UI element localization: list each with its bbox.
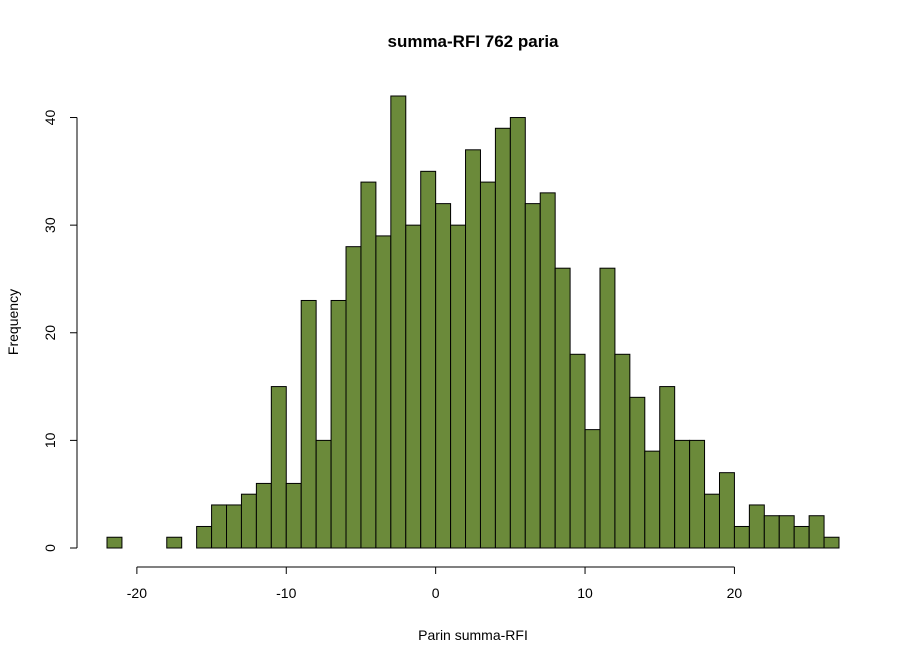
histogram-bar — [106, 536, 123, 549]
x-tick-label: 0 — [432, 585, 440, 601]
histogram-bar — [315, 439, 332, 549]
histogram-bar — [196, 525, 213, 549]
histogram-bar — [644, 450, 661, 549]
histogram-bar — [509, 117, 526, 549]
histogram-bar — [629, 396, 646, 549]
x-tick-label: 20 — [727, 585, 743, 601]
y-tick-label: 20 — [42, 325, 58, 341]
histogram-bar — [689, 439, 706, 549]
histogram-bar — [465, 149, 481, 549]
y-axis: 0 10 20 30 40 — [42, 110, 78, 552]
histogram-bar — [211, 504, 228, 549]
histogram-bar — [420, 170, 437, 549]
histogram-bar — [793, 525, 810, 549]
histogram-bar — [674, 439, 691, 549]
histogram-bar — [375, 235, 392, 549]
histogram-bar — [479, 181, 496, 549]
histogram-bar — [360, 181, 377, 549]
histogram-bar — [345, 246, 362, 549]
histogram-bar — [300, 299, 317, 549]
y-tick-label: 30 — [42, 217, 58, 233]
y-tick-label: 10 — [42, 432, 58, 448]
histogram-bar — [584, 429, 601, 549]
x-axis: -20 -10 0 10 20 — [127, 566, 743, 601]
histogram-bar — [718, 472, 735, 549]
x-tick-label: -20 — [127, 585, 147, 601]
y-tick-label: 0 — [42, 544, 58, 552]
histogram-bar — [450, 224, 467, 549]
histogram-bar — [778, 515, 795, 549]
y-tick-label: 40 — [42, 110, 58, 126]
histogram-bar — [823, 536, 840, 549]
histogram-bar — [569, 353, 586, 549]
histogram-bar — [226, 504, 242, 549]
histogram-bar — [494, 127, 511, 549]
histogram-bar — [240, 493, 257, 549]
histogram-bar — [524, 203, 541, 549]
histogram-bar — [659, 386, 676, 549]
histogram-bar — [435, 203, 452, 549]
histogram-bar — [554, 267, 571, 549]
histogram-bar — [733, 525, 750, 549]
histogram-bar — [270, 386, 287, 549]
histogram-bar — [599, 267, 616, 549]
x-tick-label: 10 — [577, 585, 593, 601]
histogram-bar — [614, 353, 631, 549]
chart-title: summa-RFI 762 paria — [387, 32, 559, 51]
y-axis-label: Frequency — [5, 289, 21, 355]
bars-group — [106, 95, 840, 549]
histogram-bar — [704, 493, 720, 549]
histogram-bar — [390, 95, 407, 549]
histogram-bar — [763, 515, 780, 549]
histogram-bar — [748, 504, 765, 549]
histogram-bar — [808, 515, 825, 549]
histogram-bar — [285, 482, 302, 549]
histogram-bar — [405, 224, 422, 549]
histogram-bar — [255, 482, 272, 549]
histogram-bar — [166, 536, 183, 549]
histogram-bar — [330, 299, 347, 549]
histogram-bar — [539, 192, 556, 549]
x-tick-label: -10 — [276, 585, 296, 601]
x-axis-label: Parin summa-RFI — [418, 627, 528, 643]
